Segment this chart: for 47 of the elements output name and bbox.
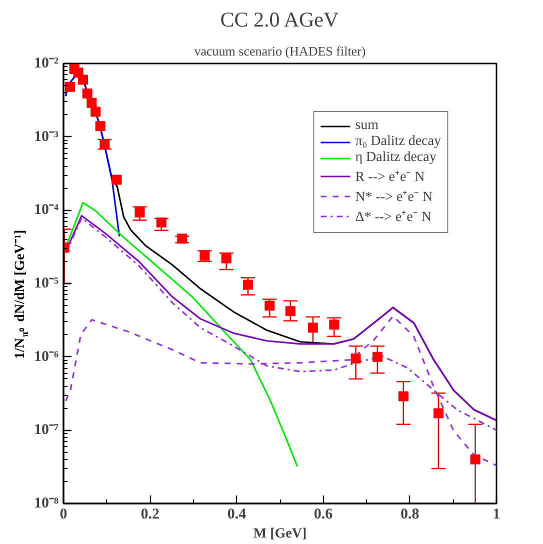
x-tick-label: 0.6 — [314, 506, 334, 522]
point — [470, 454, 480, 464]
point — [82, 88, 92, 98]
point — [285, 306, 296, 316]
point — [86, 98, 97, 108]
x-tick-label: 0.4 — [227, 506, 247, 522]
legend-label: π₀ Dalitz decay — [355, 134, 441, 150]
point — [112, 174, 122, 185]
y-tick-label: 10⁻⁵ — [34, 276, 60, 292]
x-axis-title: M [GeV] — [253, 526, 307, 542]
x-tick-label: 0.2 — [140, 506, 160, 522]
point — [242, 280, 253, 290]
y-tick-label: 10⁻² — [34, 56, 60, 72]
point — [177, 234, 188, 244]
line-series — [64, 202, 298, 468]
point — [156, 217, 166, 228]
x-tick-label: 0 — [60, 506, 68, 522]
y-tick-label: 10⁻⁴ — [34, 202, 60, 218]
legend-label: sum — [355, 118, 379, 134]
point — [100, 139, 110, 150]
point — [398, 391, 408, 402]
point — [433, 408, 444, 418]
point — [264, 300, 275, 311]
point — [134, 207, 145, 218]
point — [308, 322, 318, 333]
y-axis-title: 1/Nπ⁰ dN/dM [GeV⁻¹] — [13, 230, 31, 360]
y-tick-label: 10⁻⁷ — [34, 422, 60, 438]
legend-label: R --> e⁺e⁻ N — [355, 169, 425, 186]
point — [90, 106, 101, 117]
point — [95, 121, 106, 132]
legend-label: Δ* --> e⁺e⁻ N — [355, 209, 432, 226]
legend-label: N* --> e⁺e⁻ N — [355, 189, 433, 206]
point — [200, 250, 210, 261]
x-tick-label: 0.8 — [400, 506, 420, 522]
point — [221, 253, 232, 264]
legend-label: η Dalitz decay — [355, 150, 436, 166]
y-tick-label: 10⁻⁸ — [34, 496, 60, 512]
point — [350, 353, 361, 364]
y-tick-label: 10⁻⁶ — [34, 348, 60, 365]
point — [329, 320, 340, 330]
point — [78, 74, 88, 85]
point — [64, 82, 75, 92]
chart-title: CC 2.0 AGeV — [220, 8, 339, 32]
chart-subtitle: vacuum scenario (HADES filter) — [194, 44, 366, 58]
y-tick-label: 10⁻³ — [34, 128, 60, 145]
x-tick-label: 1 — [492, 506, 500, 522]
point — [372, 352, 382, 362]
